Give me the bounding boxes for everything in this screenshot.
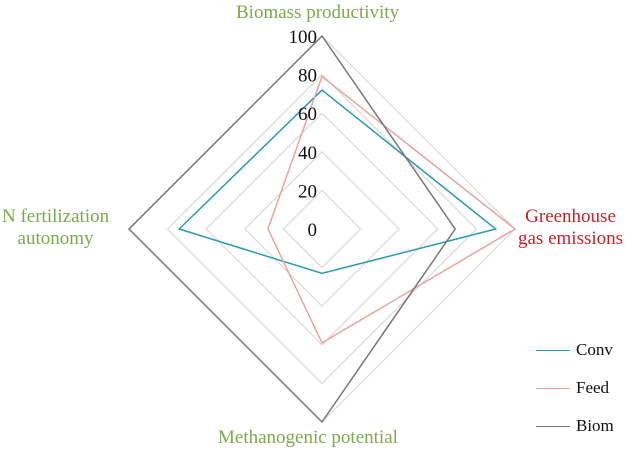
axis-label-methanogenic-potential: Methanogenic potential (218, 427, 398, 448)
grid-ring (282, 189, 362, 269)
series-feed (267, 75, 517, 344)
axis-label-n-fertilization-autonomy: N fertilization autonomy (2, 206, 109, 250)
legend-label: Feed (576, 378, 610, 397)
legend-item-biom: Biom (536, 416, 614, 436)
series-biom (127, 34, 457, 424)
legend-label: Biom (576, 416, 614, 435)
grid-ring (128, 35, 516, 423)
legend-swatch (536, 425, 570, 427)
axis-label-line: Greenhouse (525, 206, 616, 227)
tick-label: 100 (289, 27, 318, 48)
legend-label: Conv (576, 340, 613, 359)
axis-label-line: gas emissions (518, 228, 624, 249)
grid-ring (205, 112, 439, 346)
axis-label-line: autonomy (17, 228, 94, 249)
legend-item-feed: Feed (536, 378, 609, 398)
series-conv (177, 89, 498, 275)
grid-ring (243, 150, 401, 308)
axis-label-biomass-productivity: Biomass productivity (236, 2, 400, 23)
legend-item-conv: Conv (536, 340, 613, 360)
legend-swatch (536, 349, 570, 351)
tick-label: 40 (298, 143, 317, 164)
tick-label: 0 (308, 220, 318, 241)
tick-label: 80 (298, 66, 317, 87)
grid-ring (166, 73, 478, 385)
tick-label: 60 (298, 104, 317, 125)
axis-label-line: N fertilization (2, 206, 110, 227)
tick-label: 20 (298, 181, 317, 202)
axis-label-greenhouse-gas-emissions: Greenhouse gas emissions (518, 206, 623, 250)
legend-swatch (536, 387, 570, 389)
